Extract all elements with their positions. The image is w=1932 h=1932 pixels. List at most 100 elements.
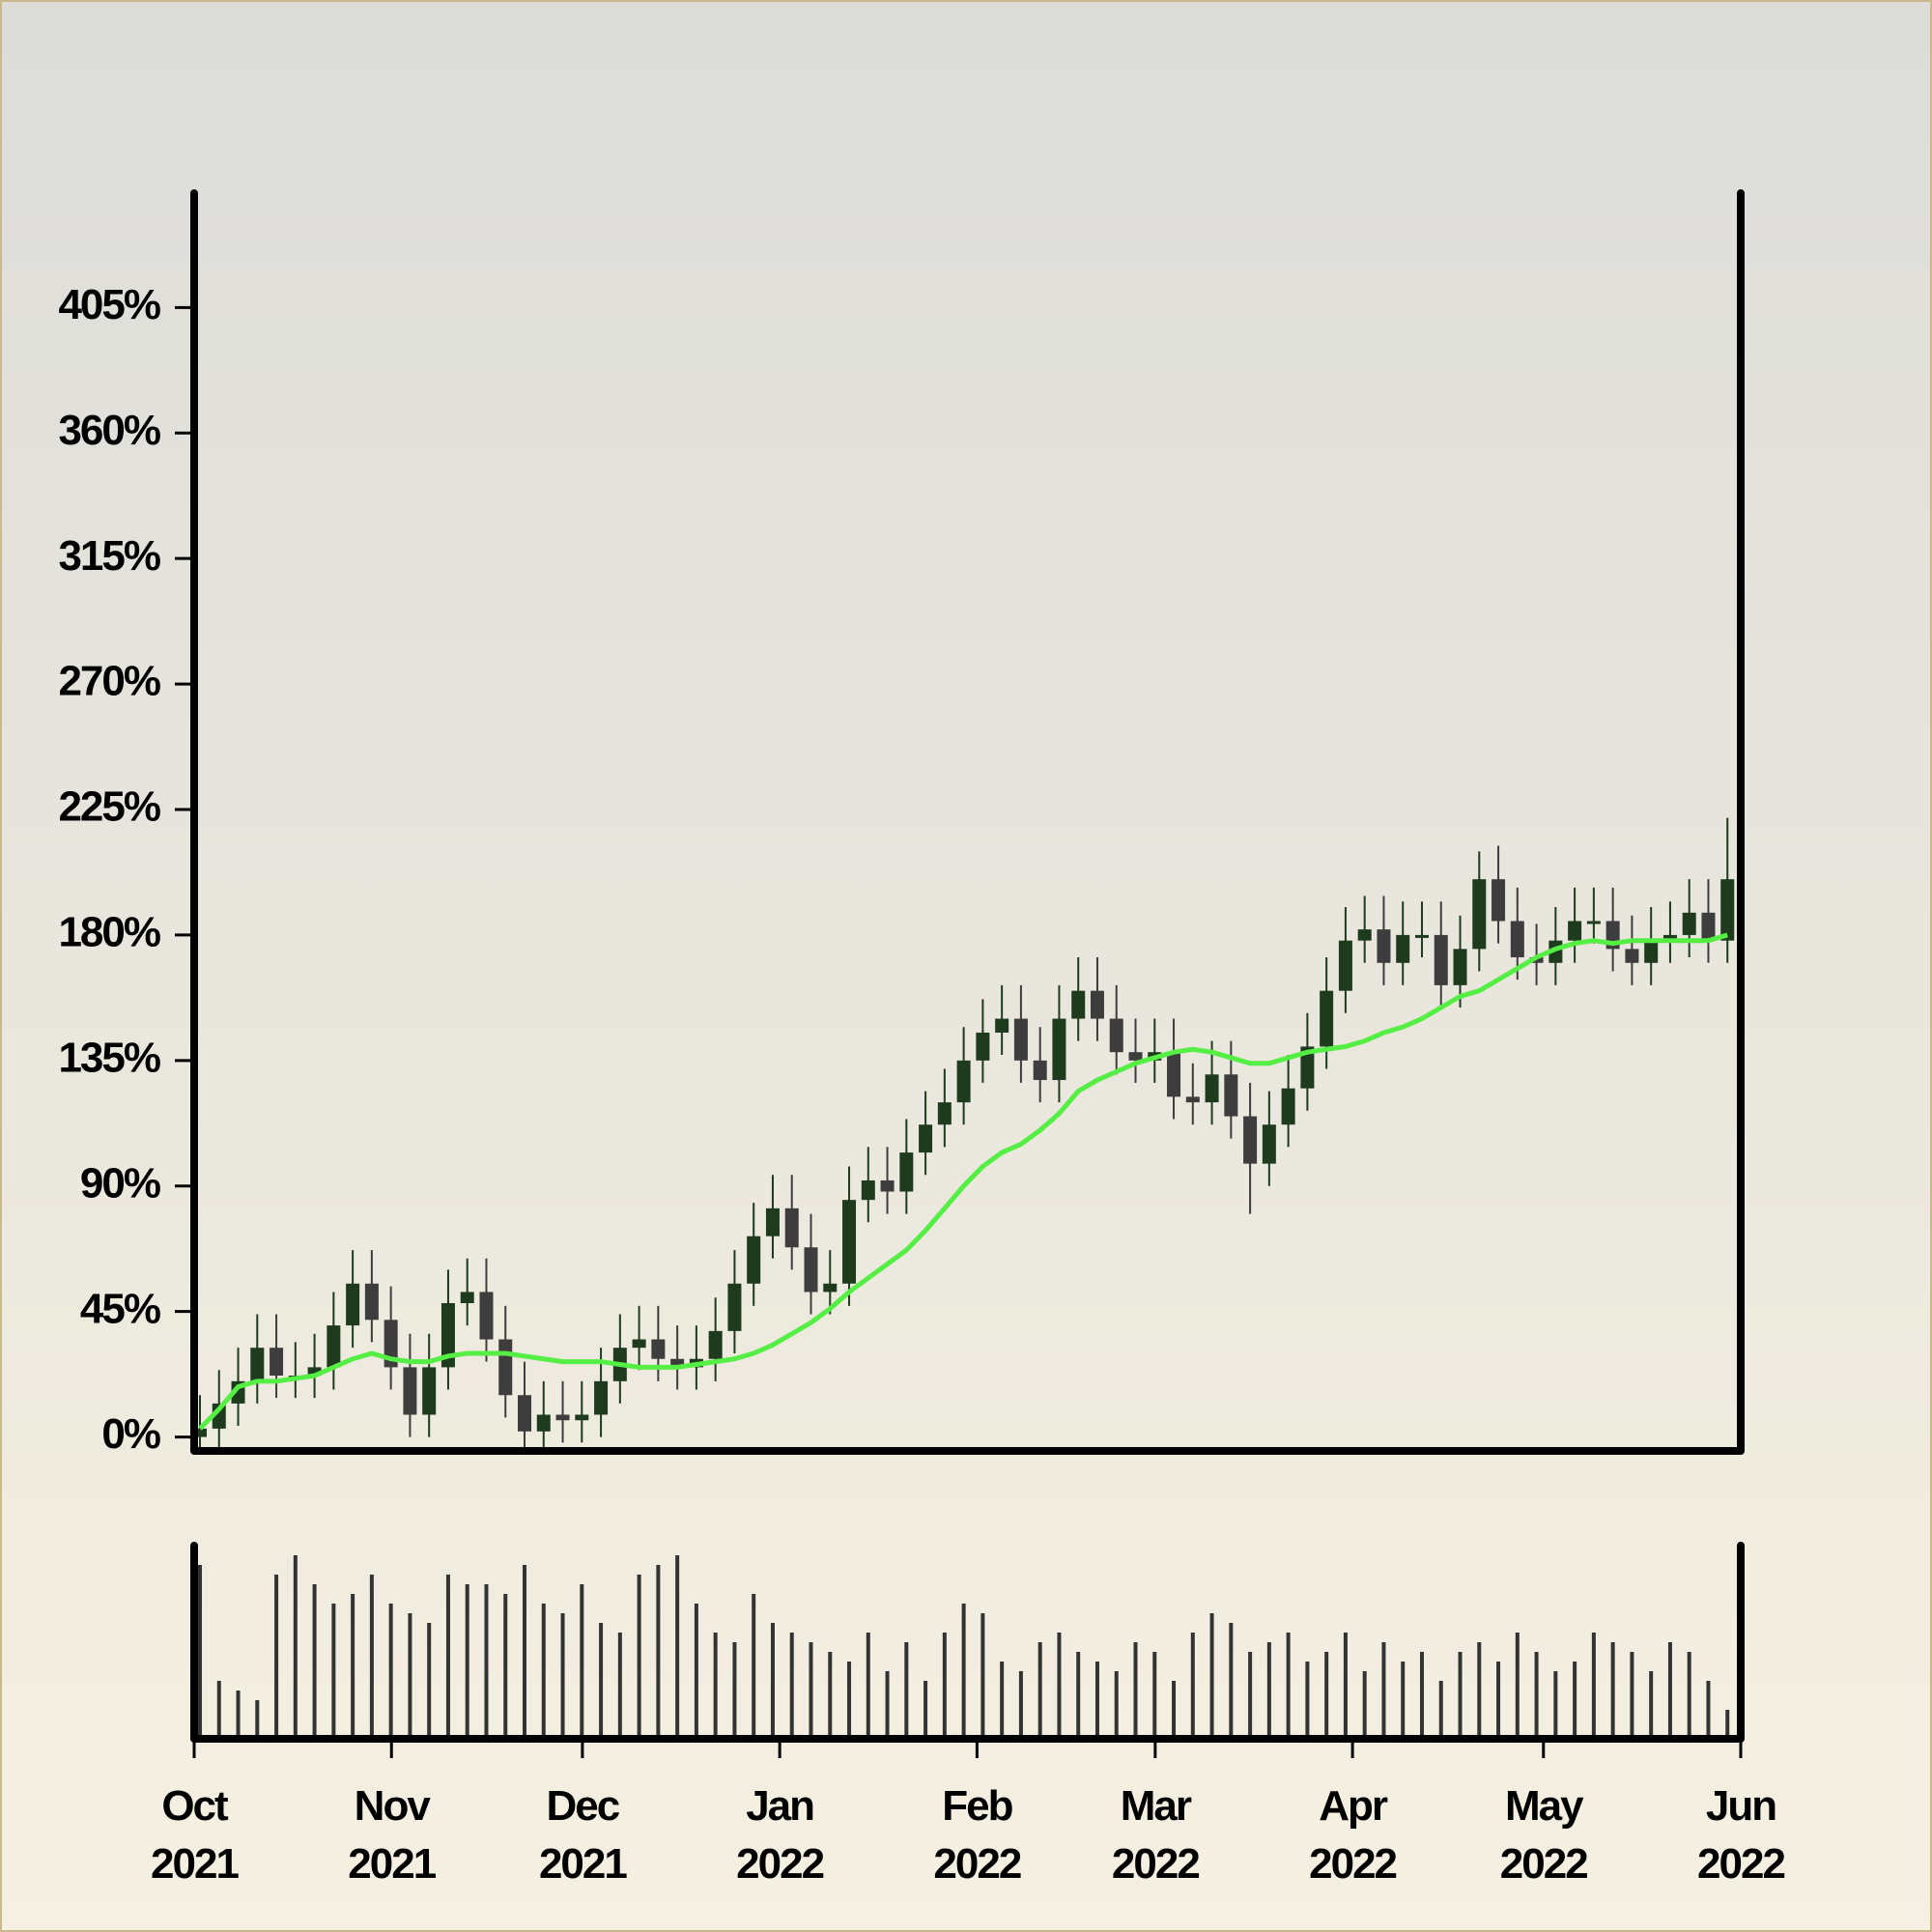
candle-body [1338, 940, 1352, 991]
y-tick-label: 405% [58, 281, 159, 328]
y-tick-label: 90% [80, 1159, 160, 1207]
volume-bar [713, 1633, 718, 1739]
candle-body [842, 1200, 857, 1284]
candle-body [1300, 1046, 1315, 1089]
y-tick-label: 315% [58, 532, 159, 580]
volume-bar [408, 1613, 412, 1739]
candle-body [555, 1414, 570, 1421]
volume-bar [274, 1575, 279, 1739]
candle-body [1720, 879, 1735, 941]
volume-bar [1534, 1652, 1539, 1739]
volume-bar [503, 1594, 508, 1739]
x-tick-label: Mar 2022 [1111, 1782, 1201, 1888]
candle-body [1625, 949, 1639, 963]
candle-body [784, 1208, 799, 1248]
volume-bar [293, 1555, 298, 1739]
candle-body [1357, 929, 1372, 941]
volume-bar [1381, 1642, 1386, 1739]
volume-bar [1496, 1662, 1501, 1739]
candle-body [1662, 934, 1677, 941]
volume-bar [445, 1575, 450, 1739]
volume-bar [427, 1623, 432, 1739]
volume-bar [961, 1604, 966, 1739]
candle-body [1185, 1096, 1200, 1103]
volume-bar [1152, 1652, 1157, 1739]
volume-bar [388, 1604, 393, 1739]
volume-bar [1037, 1642, 1042, 1739]
candle-body [575, 1414, 589, 1421]
candle-body [594, 1380, 609, 1415]
candle-body [747, 1236, 761, 1284]
y-tick-label: 360% [58, 407, 159, 454]
volume-bar [789, 1633, 794, 1739]
candle-body [440, 1302, 455, 1368]
candle-body [1492, 879, 1506, 922]
candle-body [250, 1348, 265, 1381]
candle-body [937, 1102, 952, 1125]
volume-bar [1094, 1662, 1099, 1739]
volume-bar [1114, 1671, 1119, 1739]
volume-bar [1209, 1613, 1214, 1739]
volume-bar [866, 1633, 870, 1739]
candle-body [307, 1367, 322, 1377]
candle-body [956, 1060, 971, 1103]
candle-body [1644, 940, 1659, 963]
volume-bar [560, 1613, 565, 1739]
x-tick-label: Jun 2022 [1697, 1782, 1786, 1888]
x-tick-label: Apr 2022 [1309, 1782, 1398, 1888]
candle-body [460, 1292, 474, 1303]
candle-body [708, 1330, 723, 1359]
candle-body [1205, 1074, 1219, 1103]
volume-bar [1687, 1652, 1691, 1739]
volume-bar [1630, 1652, 1634, 1739]
volume-bar [1667, 1642, 1672, 1739]
volume-bar [1266, 1642, 1271, 1739]
y-tick-label: 270% [58, 658, 159, 705]
candle-body [1320, 990, 1334, 1047]
volume-bar [1706, 1681, 1711, 1739]
volume-bar [198, 1565, 202, 1739]
volume-bar [1515, 1633, 1520, 1739]
candle-body [1167, 1052, 1181, 1097]
volume-bar [484, 1584, 489, 1739]
volume-bar [1458, 1652, 1463, 1739]
candle-body [403, 1367, 417, 1415]
candle-body [899, 1152, 914, 1192]
volume-bar [1172, 1681, 1177, 1739]
volume-bar [980, 1613, 985, 1739]
x-tick-label: Dec 2021 [538, 1782, 628, 1888]
volume-bar [1305, 1662, 1310, 1739]
volume-bar [1401, 1662, 1406, 1739]
volume-bar [885, 1671, 890, 1739]
volume-bar [1018, 1671, 1023, 1739]
candle-body [651, 1339, 666, 1359]
candle-body [1262, 1124, 1276, 1164]
volume-bar [1324, 1652, 1329, 1739]
volume-bar [675, 1555, 680, 1739]
candle-body [193, 1428, 207, 1437]
candle-body [422, 1367, 437, 1415]
volume-bar [1190, 1633, 1195, 1739]
volume-bar [617, 1633, 622, 1739]
volume-bar [216, 1681, 221, 1739]
volume-bar [236, 1690, 241, 1739]
candle-body [479, 1292, 494, 1340]
volume-bar [942, 1633, 947, 1739]
price-frame [190, 189, 1745, 1455]
candle-body [1243, 1116, 1258, 1164]
volume-bar [1438, 1681, 1443, 1739]
candle-body [1510, 921, 1524, 958]
candle-body [1434, 934, 1448, 985]
candle-body [976, 1032, 990, 1061]
volume-bar [732, 1642, 737, 1739]
candle-body [1071, 990, 1086, 1019]
x-tick-label: May 2022 [1499, 1782, 1589, 1888]
candle-body [1052, 1018, 1066, 1081]
volume-bar [599, 1623, 604, 1739]
candle-body [498, 1339, 513, 1396]
y-tick-label: 0% [101, 1410, 159, 1458]
volume-bar [1573, 1662, 1577, 1739]
x-tick-label: Jan 2022 [736, 1782, 825, 1888]
volume-bar [1076, 1652, 1081, 1739]
